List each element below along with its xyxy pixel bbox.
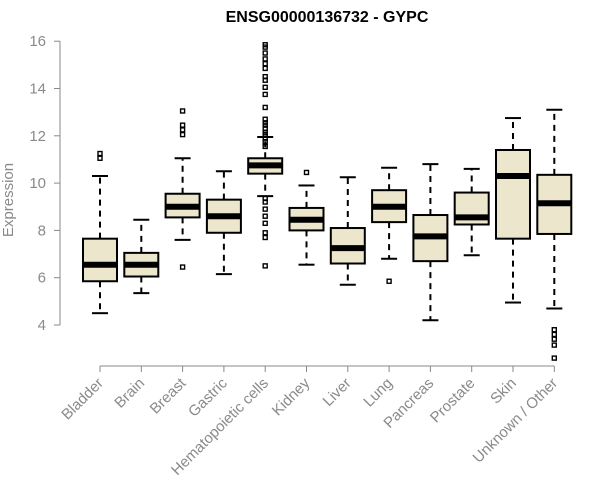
outlier-point [262, 213, 268, 219]
y-tick-label: 14 [29, 81, 46, 98]
y-tick-label: 8 [38, 222, 46, 239]
outlier-point [262, 60, 268, 67]
outlier-point [551, 327, 557, 333]
outlier-point [97, 150, 103, 157]
box-kidney [288, 169, 325, 266]
box-series [82, 42, 573, 361]
outlier-point [97, 155, 103, 161]
outlier-point [262, 91, 268, 98]
y-tick-label: 10 [29, 175, 46, 192]
outlier-point [179, 108, 186, 114]
y-tick-label: 12 [29, 128, 46, 145]
outlier-point [262, 104, 268, 111]
outlier-point [262, 230, 268, 236]
box-brain [123, 218, 160, 295]
chart-title: ENSG00000136732 - GYPC [226, 9, 429, 26]
iqr-box [82, 237, 118, 283]
outlier-point [551, 336, 557, 342]
y-axis: 4 6 8 10 12 14 16 [29, 33, 61, 334]
outlier-point [179, 131, 186, 138]
outlier-point [262, 234, 268, 241]
box-bladder [82, 150, 118, 315]
y-tick-label: 6 [38, 270, 46, 287]
outlier-point [179, 122, 186, 128]
x-tick-label: Brain [111, 375, 148, 412]
x-tick-label: Bladder [58, 375, 107, 424]
box-gastric [205, 170, 242, 276]
x-tick-label: Liver [320, 375, 355, 410]
outlier-point [262, 263, 268, 269]
outlier-point [386, 278, 392, 284]
x-tick-label: Prostate [427, 375, 479, 427]
box-unknown-other [536, 108, 573, 361]
box-pancreas [412, 163, 449, 322]
y-tick-label: 4 [38, 317, 46, 334]
outlier-point [262, 195, 268, 202]
box-breast [164, 108, 201, 270]
box-lung [371, 166, 408, 284]
box-hematopoietic-cells [247, 42, 284, 269]
x-tick-label: Skin [487, 375, 520, 408]
y-axis-label: Expression [0, 163, 17, 237]
outlier-point [262, 84, 268, 91]
x-tick-label: Kidney [269, 374, 314, 419]
outlier-point [551, 342, 557, 348]
x-tick-label: Lung [360, 375, 396, 411]
outlier-point [303, 169, 310, 176]
outlier-point [551, 331, 557, 338]
box-skin [495, 117, 531, 304]
outlier-point [262, 116, 268, 122]
x-tick-label: Breast [147, 374, 190, 417]
outlier-point [262, 220, 268, 227]
outlier-point [262, 50, 268, 56]
box-prostate [453, 167, 490, 257]
box-liver [329, 176, 366, 286]
outlier-point [551, 355, 557, 361]
outlier-point [262, 56, 268, 62]
outlier-point [262, 73, 268, 80]
iqr-box [495, 148, 531, 240]
outlier-point [262, 206, 268, 212]
outlier-point [262, 143, 268, 150]
outlier-point [262, 65, 268, 72]
outlier-point [179, 264, 186, 270]
y-tick-label: 16 [29, 33, 46, 50]
outlier-point [179, 127, 186, 133]
outlier-point [262, 42, 268, 48]
